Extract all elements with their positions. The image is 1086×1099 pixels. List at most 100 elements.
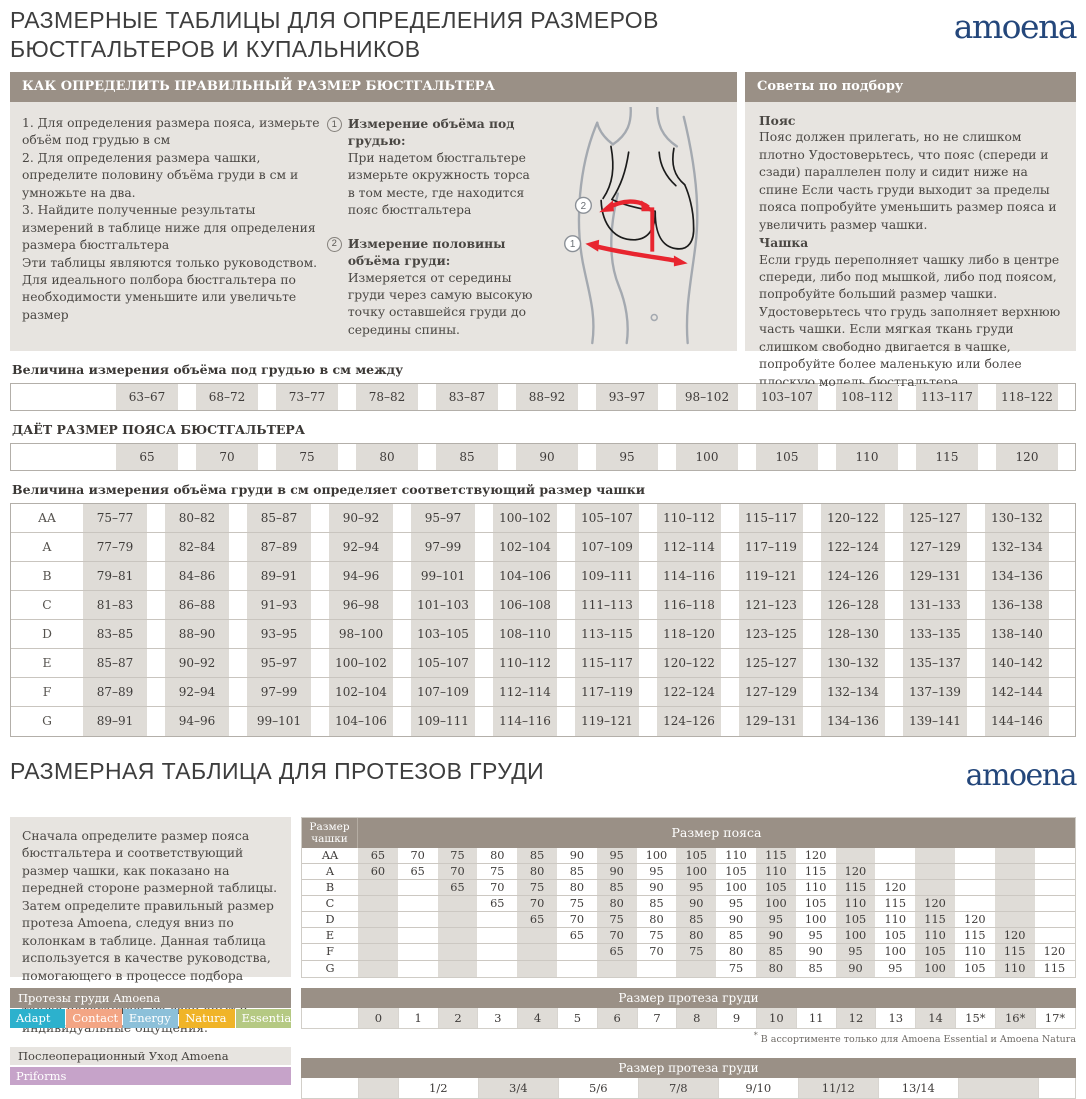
- band-size-cell: 80: [490, 848, 505, 862]
- bust-range-cell: 99–101: [411, 561, 475, 590]
- bust-range-cell: 115–117: [575, 648, 639, 677]
- amoena-logo: amoena: [965, 757, 1078, 793]
- tip-belt-text: Пояс должен прилегать, но не слишком пло…: [759, 130, 1057, 232]
- band-size-cell: [437, 944, 478, 960]
- bust-range-cell: 87–89: [83, 677, 147, 706]
- size-cell: 78–82: [356, 383, 418, 410]
- band-size-cell: [1035, 848, 1075, 863]
- bust-range-cell: 88–90: [165, 619, 229, 648]
- band-size-cell: 105: [725, 865, 747, 879]
- bust-range-cell: 115–117: [739, 503, 803, 532]
- band-size-cell: 75: [596, 912, 637, 928]
- prosthesis-size-cell: 10: [755, 1007, 796, 1028]
- bust-range-cell: 90–92: [329, 503, 393, 532]
- band-size-cell: [955, 848, 995, 863]
- band-size-cell: [358, 928, 398, 944]
- band-size-cell: 90: [728, 913, 744, 927]
- bottom-section: Протезы груди Amoena Adapt Contact Energy N…: [10, 987, 1076, 1099]
- prosthesis-band-table: Размер чашки Размер пояса AA 65 70 75 80 85 90…: [301, 816, 1076, 978]
- band-size-cell: 90: [596, 863, 637, 880]
- bust-range-cell: 83–85: [83, 619, 147, 648]
- band-size-cell: 115: [915, 912, 955, 928]
- band-size-cell: 100: [755, 896, 796, 912]
- bust-range-cell: 103–105: [411, 619, 475, 648]
- product-chip-contact: Contact: [66, 1008, 122, 1028]
- empty-cell: [11, 444, 116, 470]
- band-size-cell: 95: [808, 929, 823, 943]
- band-size-cell: 70: [569, 913, 585, 927]
- bust-range-cell: 132–134: [985, 532, 1049, 561]
- prosthesis-size-cell: 16*: [994, 1007, 1035, 1028]
- band-size-cell: 65: [437, 880, 478, 896]
- priform-table: Размер протеза груди 1/2 3/4 5/6 7/8 9/10 11/…: [301, 1057, 1076, 1099]
- cup-table-row: D 83–85 88–90 93–95 98–100 103–105 108–110 113–…: [11, 619, 1075, 649]
- band-size-cell: [398, 944, 438, 959]
- band-size-cell: 65: [517, 912, 557, 928]
- priform-size-cell: 9/10: [717, 1077, 798, 1098]
- cup-size-label: F: [42, 684, 52, 699]
- measure-steps: 1. Для определения размера пояса, измерь…: [10, 102, 327, 351]
- cup-table-row: B 79–81 84–86 89–91 94–96 99–101 104–106 109–11…: [11, 561, 1075, 591]
- step-3: 3. Найдите полученные результаты измерен…: [22, 203, 316, 253]
- product-legend: Протезы груди Amoena Adapt Contact Energy N…: [10, 987, 292, 1099]
- bust-range-cell: 86–88: [165, 590, 229, 619]
- band-size-cell: [875, 864, 915, 879]
- cup-size-header: Размер чашки: [302, 817, 358, 848]
- prosthesis-size-cell: 11: [795, 1007, 836, 1028]
- band-size-cell: [437, 928, 478, 944]
- empty-cell: [1037, 1077, 1075, 1098]
- empty-cell: [302, 1008, 358, 1028]
- band-size-cell: 70: [649, 945, 664, 959]
- band-size-cell: 75: [569, 897, 585, 911]
- band-size-cell: 115: [804, 865, 827, 879]
- bust-range-cell: 105–107: [411, 648, 475, 677]
- bust-range-cell: 95–97: [411, 503, 475, 532]
- band-size-cell: 100: [676, 863, 717, 880]
- prosthesis-size-cell: 9: [716, 1007, 756, 1028]
- footnote-text: В ассортименте только для Amoena Essenti…: [760, 1033, 1076, 1045]
- empty-cell: [11, 384, 116, 410]
- band-size-cell: [994, 880, 1035, 896]
- prosthesis-size-cell: 12: [835, 1007, 876, 1028]
- bust-range-cell: 110–112: [657, 503, 721, 532]
- band-size-cell: 90: [755, 928, 796, 944]
- band-table-row: B 65 70 75 80 85 90 95 100 105 110 115 120: [302, 880, 1075, 897]
- measure-2-title: Измерение половины объёма груди:: [347, 235, 506, 269]
- measure-1-title: Измерение объёма под грудью:: [347, 115, 515, 149]
- priform-size-cell: 7/8: [637, 1077, 718, 1098]
- prosthesis-intro-panel: Сначала определите размер пояса бюстгаль…: [10, 816, 291, 1035]
- bust-range-cell: 136–138: [985, 590, 1049, 619]
- bust-range-cell: 105–107: [575, 503, 639, 532]
- cup-size-table: AA 75–77 80–82 85–87 90–92 95–97 100–102 105–10…: [10, 502, 1076, 737]
- bust-range-cell: 100–102: [493, 503, 557, 532]
- bust-range-cell: 104–106: [493, 561, 557, 590]
- bust-range-cell: 102–104: [493, 532, 557, 561]
- band-size-cell: 105: [884, 929, 907, 943]
- band-size-cell: 65: [490, 897, 505, 911]
- section2-masthead: РАЗМЕРНАЯ ТАБЛИЦА ДЛЯ ПРОТЕЗОВ ГРУДИ amo…: [10, 757, 1078, 793]
- size-cell: 65: [116, 443, 178, 470]
- bust-range-cell: 97–99: [247, 677, 311, 706]
- prosthesis-size-cell: 15*: [954, 1007, 995, 1028]
- band-size-cell: 115: [755, 847, 796, 863]
- cup-size-label: F: [326, 945, 334, 959]
- page-title-line2: БЮСТГАЛЬТЕРОВ И КУПАЛЬНИКОВ: [10, 36, 421, 63]
- band-size-cell: [1035, 928, 1075, 943]
- band-size-cell: 105: [835, 912, 876, 928]
- bust-range-cell: 120–122: [657, 648, 721, 677]
- band-size-cell: 95: [676, 880, 717, 896]
- band-size-cell: 100: [725, 881, 747, 895]
- bust-range-cell: 124–126: [657, 706, 721, 736]
- band-size-cell: 75: [649, 929, 664, 943]
- band-table-header: Размер чашки Размер пояса: [302, 817, 1075, 848]
- cup-table-row: AA 75–77 80–82 85–87 90–92 95–97 100–102 105–10…: [11, 503, 1075, 533]
- bust-range-cell: 85–87: [247, 503, 311, 532]
- band-size-cell: [437, 896, 478, 912]
- step-2: 2. Для определения размера чашки, опреде…: [22, 150, 299, 200]
- band-size-cell: 90: [569, 848, 585, 862]
- bust-range-cell: 96–98: [329, 590, 393, 619]
- bust-range-cell: 92–94: [165, 677, 229, 706]
- section2-body: Сначала определите размер пояса бюстгаль…: [10, 816, 1076, 1035]
- cup-size-label: A: [42, 539, 52, 554]
- band-table-row: E 65 70 75 80 85 90 95 100 105 110 115 120: [302, 928, 1075, 945]
